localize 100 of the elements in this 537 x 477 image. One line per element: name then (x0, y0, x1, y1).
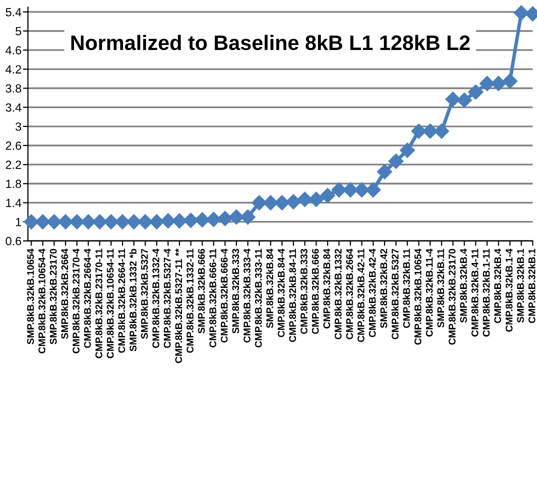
x-tick-label: CMP.8kB.32kB.1332-4 (152, 248, 160, 348)
point (297, 192, 312, 207)
x-tick-label: SMP.8kB.32kB.2664 (60, 248, 68, 339)
point (114, 214, 130, 230)
point (320, 188, 336, 204)
x-tick-label: CMP.8kB.32kB.84-4 (277, 248, 285, 338)
x-tick-label: CMP.8kB.32kB.23170 (448, 248, 456, 345)
x-tick-label: SMP.8kB.32kB.84 (266, 248, 274, 328)
y-tick-label: 2.2 (6, 160, 22, 169)
x-tick-label: CMP.8kB.32kB.1332-11 (186, 248, 194, 353)
x-tick-label: CMP.8kB.32kB.10654 (414, 248, 422, 345)
point (366, 182, 381, 198)
x-tick-label: CMP.8kB.32kB.1 (528, 248, 536, 324)
point (172, 213, 188, 228)
x-tick-label: CMP.8kB.32kB.4 (494, 248, 502, 324)
y-tick-label: 1 (16, 218, 22, 226)
point (377, 164, 392, 180)
x-tick-label: CMP.8kB.32kB.84 (323, 248, 330, 328)
y-tick-label: 5.4 (6, 8, 22, 16)
x-tick-label: CMP.8kB.32kB.23170-11 (95, 248, 102, 358)
point (342, 182, 358, 198)
point (354, 182, 370, 198)
point (160, 213, 176, 228)
y-tick-label: 5 (16, 27, 22, 36)
x-tick-label: SMP.8kB.32kB.1 (516, 248, 524, 323)
point (80, 214, 96, 230)
point (126, 214, 142, 230)
x-tick-label: CMP.8kB.32kB.666-4 (220, 248, 228, 343)
point (456, 92, 472, 108)
y-tick-label: 4.2 (6, 65, 22, 74)
x-tick-label: SMP.8kB.32kB.333 (232, 248, 240, 334)
x-tick-label: CMP.8kB.32kB.42-4 (368, 248, 376, 338)
point (206, 212, 222, 227)
x-tick-label: CMP.8kB.32kB.333-4 (243, 248, 250, 343)
x-tick-label: CMP.8kB.32kB.10654-4 (38, 248, 46, 354)
point (35, 214, 50, 230)
y-tick-label: 3.4 (6, 103, 22, 112)
point (490, 76, 506, 92)
x-tick-label: SMP.8kB.32kB.5327 (140, 248, 148, 339)
text: Normalized to Baseline 8kB L1 128kB L2 (71, 34, 470, 50)
x-tick-label: SMP.8kB.32kB.666 (198, 248, 205, 334)
x-tick-label: CMP.8kB.32kB.23170-4 (72, 248, 80, 354)
x-tick-label: CMP.8kB.32kB.2664-4 (84, 248, 91, 348)
x-tick-label: CMP.8kB.32kB.11 (402, 248, 410, 328)
point (252, 195, 267, 210)
x-tick-label: CMP.8kB.32kB.1-11 (482, 248, 490, 337)
point (263, 195, 278, 210)
y-tick-label: 1.8 (6, 180, 22, 188)
point (411, 124, 426, 139)
point (217, 210, 233, 226)
x-tick-label: CMP.8kB.32kB.84-11 (288, 248, 296, 342)
point (434, 124, 450, 139)
point (24, 214, 39, 230)
point (480, 76, 495, 92)
x-tick-label: CMP.8kB.32kB.10654-11 (106, 248, 114, 358)
x-tick-label: CMP.8kB.32kB.5327 (391, 248, 399, 340)
point (46, 214, 62, 230)
point (69, 214, 84, 230)
point (92, 214, 108, 230)
point (422, 124, 438, 139)
x-tick-label: CMP.8kB.32kB.2664 (346, 248, 354, 340)
x-tick-label: CMP.8kB.32kB.5327-4 (164, 248, 171, 348)
x-tick-label: SMP.8kB.32kB.42 (380, 248, 388, 328)
point (445, 92, 461, 107)
y-tick-label: 2.6 (6, 142, 22, 150)
x-tick-label: CMP.8kB.32kB.666-11 (209, 248, 216, 348)
point (286, 194, 301, 210)
x-tick-label: CMP.8kB.32kB.1-4 (505, 248, 513, 332)
x-tick-label: SMP.8kB.32kB.23170 (50, 248, 57, 344)
x-tick-label: CMP.8kB.32kB.333-11 (254, 248, 262, 348)
point (228, 209, 244, 225)
point (138, 214, 153, 230)
point (240, 209, 256, 225)
x-tick-label: CMP.8kB.32kB.11-4 (426, 248, 433, 337)
y-tick-label: 1.4 (6, 198, 22, 208)
point (183, 212, 198, 228)
y-tick-label: 3.8 (6, 84, 22, 93)
point (194, 212, 210, 228)
point (308, 192, 324, 207)
x-tick-label: SMP.8kB.32kB.10654 (26, 248, 34, 344)
point (274, 195, 290, 210)
x-tick-label: CMP.8kB.32kB.1332 (334, 248, 342, 340)
x-tick-label: CMP.8kB.32kB.2664-11 (118, 248, 126, 353)
point (149, 214, 164, 230)
point (468, 84, 484, 100)
x-tick-label: SMP.8kB.32kB.4 (460, 248, 467, 323)
x-tick-label: CMP.8kB.32kB.5327-11 ** (174, 248, 182, 364)
point (388, 154, 404, 169)
x-tick-label: CMP.8kB.32kB.333 (300, 248, 308, 334)
x-tick-label: CMP.8kB.32kB.666 (312, 248, 319, 334)
x-tick-label: CMP.8kB.32kB.42-11 (357, 248, 364, 342)
y-tick-label: 3 (16, 122, 22, 131)
x-tick-label: SMP.8kB.32kB.11 (437, 248, 444, 328)
y-tick-label: 4.6 (6, 46, 22, 54)
x-tick-label: CMP.8kB.32kB.4-11 (471, 248, 478, 337)
point (514, 5, 529, 20)
y-tick-label: 0.6 (6, 236, 22, 246)
x-tick-label: SMP.8kB.32kB.1332 *b (129, 248, 137, 352)
point (502, 74, 518, 89)
point (331, 182, 347, 198)
